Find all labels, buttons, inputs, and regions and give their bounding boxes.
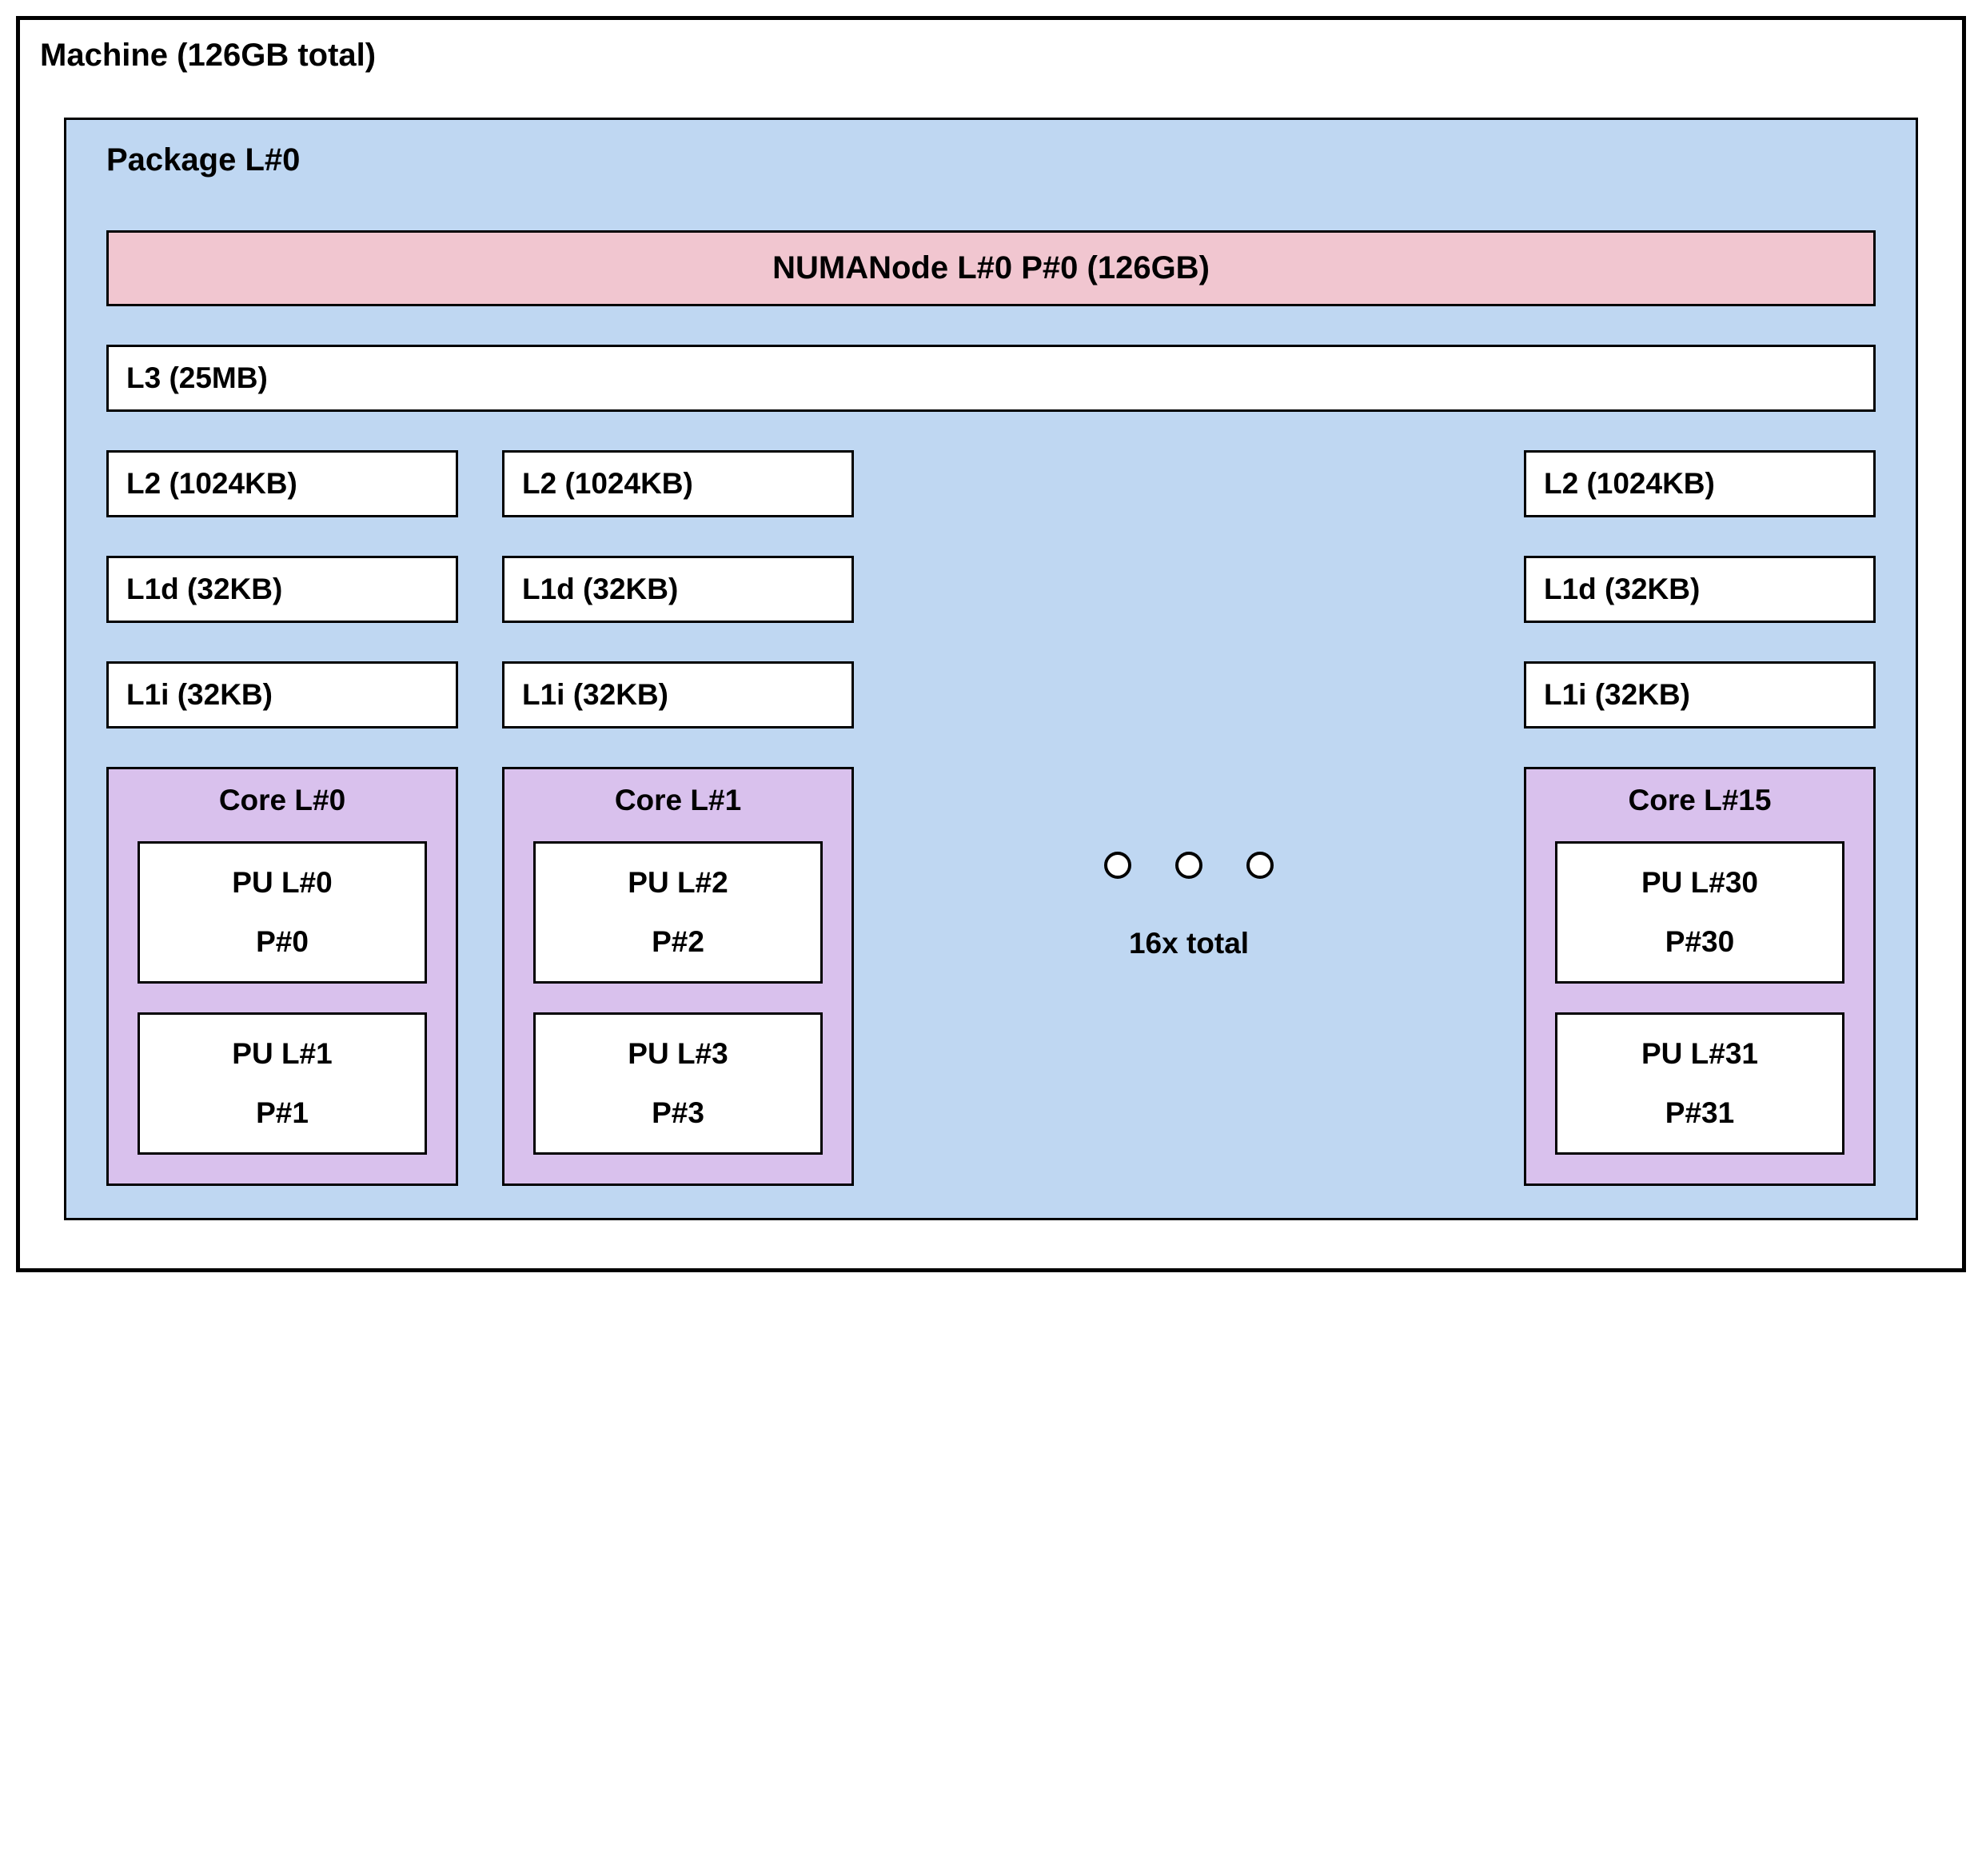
machine-title: Machine (126GB total) — [40, 38, 1918, 74]
core-title: Core L#1 — [533, 784, 823, 817]
pu-logical: PU L#30 — [1565, 866, 1834, 900]
pu-box: PU L#1 P#1 — [138, 1012, 427, 1155]
package-box: Package L#0 NUMANode L#0 P#0 (126GB) L3 … — [64, 118, 1918, 1220]
numa-node: NUMANode L#0 P#0 (126GB) — [106, 230, 1876, 306]
core-title: Core L#0 — [138, 784, 427, 817]
pu-physical: P#3 — [544, 1096, 812, 1130]
ellipsis-spacer: 16x total — [898, 450, 1480, 1186]
l1i-cache: L1i (32KB) — [106, 661, 458, 728]
core-column: L2 (1024KB) L1d (32KB) L1i (32KB) Core L… — [106, 450, 458, 1186]
pu-logical: PU L#0 — [148, 866, 417, 900]
machine-box: Machine (126GB total) Package L#0 NUMANo… — [16, 16, 1966, 1272]
package-title: Package L#0 — [106, 142, 1876, 178]
pu-logical: PU L#3 — [544, 1037, 812, 1071]
ellipsis-dots — [1104, 852, 1274, 879]
pu-physical: P#2 — [544, 925, 812, 959]
core-column: L2 (1024KB) L1d (32KB) L1i (32KB) Core L… — [502, 450, 854, 1186]
pu-physical: P#0 — [148, 925, 417, 959]
pu-physical: P#30 — [1565, 925, 1834, 959]
pu-box: PU L#31 P#31 — [1555, 1012, 1844, 1155]
l3-cache: L3 (25MB) — [106, 345, 1876, 412]
pu-physical: P#31 — [1565, 1096, 1834, 1130]
l1d-cache: L1d (32KB) — [106, 556, 458, 623]
l1d-cache: L1d (32KB) — [1524, 556, 1876, 623]
l1i-cache: L1i (32KB) — [502, 661, 854, 728]
pu-logical: PU L#31 — [1565, 1037, 1834, 1071]
l2-cache: L2 (1024KB) — [502, 450, 854, 517]
l1i-cache: L1i (32KB) — [1524, 661, 1876, 728]
total-count-label: 16x total — [1129, 927, 1249, 960]
pu-logical: PU L#1 — [148, 1037, 417, 1071]
pu-box: PU L#3 P#3 — [533, 1012, 823, 1155]
pu-box: PU L#0 P#0 — [138, 841, 427, 984]
l1d-cache: L1d (32KB) — [502, 556, 854, 623]
core-columns: L2 (1024KB) L1d (32KB) L1i (32KB) Core L… — [106, 450, 1876, 1186]
pu-physical: P#1 — [148, 1096, 417, 1130]
l2-cache: L2 (1024KB) — [1524, 450, 1876, 517]
dot-icon — [1246, 852, 1274, 879]
pu-box: PU L#2 P#2 — [533, 841, 823, 984]
l2-cache: L2 (1024KB) — [106, 450, 458, 517]
pu-box: PU L#30 P#30 — [1555, 841, 1844, 984]
core-box: Core L#0 PU L#0 P#0 PU L#1 P#1 — [106, 767, 458, 1186]
pu-logical: PU L#2 — [544, 866, 812, 900]
core-box: Core L#1 PU L#2 P#2 PU L#3 P#3 — [502, 767, 854, 1186]
core-title: Core L#15 — [1555, 784, 1844, 817]
dot-icon — [1104, 852, 1131, 879]
core-box: Core L#15 PU L#30 P#30 PU L#31 P#31 — [1524, 767, 1876, 1186]
core-column: L2 (1024KB) L1d (32KB) L1i (32KB) Core L… — [1524, 450, 1876, 1186]
dot-icon — [1175, 852, 1202, 879]
